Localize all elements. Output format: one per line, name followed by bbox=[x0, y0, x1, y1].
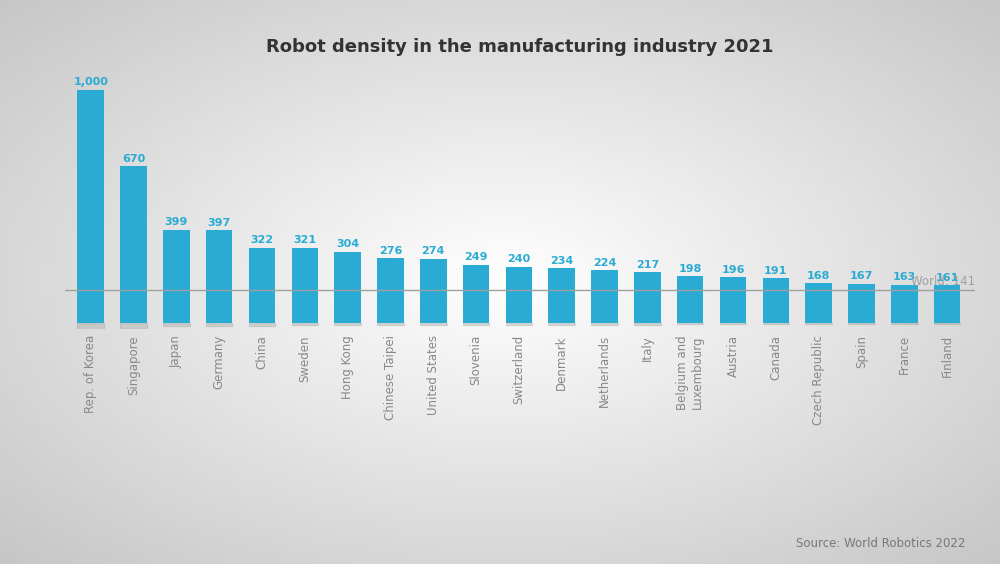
Bar bbox=[763, 323, 789, 324]
Bar bbox=[77, 323, 104, 332]
Text: 234: 234 bbox=[550, 255, 573, 266]
Bar bbox=[634, 272, 661, 323]
Text: 304: 304 bbox=[336, 239, 359, 249]
Bar bbox=[848, 284, 875, 323]
Text: 274: 274 bbox=[422, 246, 445, 257]
Bar bbox=[463, 323, 489, 325]
Bar bbox=[548, 268, 575, 323]
Text: World: 141: World: 141 bbox=[911, 275, 975, 288]
Bar bbox=[77, 90, 104, 323]
Text: 163: 163 bbox=[893, 272, 916, 282]
Text: 168: 168 bbox=[807, 271, 830, 281]
Bar bbox=[591, 323, 618, 325]
Text: 240: 240 bbox=[507, 254, 531, 265]
Bar bbox=[377, 258, 404, 323]
Text: 276: 276 bbox=[379, 246, 402, 256]
Text: 322: 322 bbox=[250, 235, 274, 245]
Text: 191: 191 bbox=[764, 266, 788, 276]
Bar bbox=[120, 323, 147, 329]
Bar bbox=[720, 277, 746, 323]
Bar bbox=[805, 323, 832, 324]
Bar bbox=[634, 323, 661, 324]
Bar bbox=[848, 323, 875, 324]
Bar bbox=[420, 323, 447, 325]
Text: 399: 399 bbox=[165, 217, 188, 227]
Text: 161: 161 bbox=[935, 272, 959, 283]
Bar bbox=[334, 252, 361, 323]
Text: 249: 249 bbox=[464, 252, 488, 262]
Bar bbox=[934, 323, 960, 324]
Text: 196: 196 bbox=[721, 265, 745, 275]
Bar bbox=[763, 278, 789, 323]
Text: 670: 670 bbox=[122, 154, 145, 164]
Text: 217: 217 bbox=[636, 259, 659, 270]
Text: 198: 198 bbox=[679, 264, 702, 274]
Bar bbox=[506, 323, 532, 325]
Text: 397: 397 bbox=[208, 218, 231, 228]
Bar bbox=[805, 283, 832, 323]
Bar bbox=[206, 230, 232, 323]
Bar bbox=[420, 259, 447, 323]
Bar bbox=[249, 248, 275, 323]
Bar bbox=[249, 323, 275, 325]
Title: Robot density in the manufacturing industry 2021: Robot density in the manufacturing indus… bbox=[266, 38, 774, 56]
Bar bbox=[163, 230, 190, 323]
Text: 1,000: 1,000 bbox=[73, 77, 108, 87]
Bar bbox=[463, 265, 489, 323]
Text: 321: 321 bbox=[293, 235, 316, 245]
Bar bbox=[292, 248, 318, 323]
Bar bbox=[163, 323, 190, 326]
Bar bbox=[548, 323, 575, 325]
Bar bbox=[120, 166, 147, 323]
Text: 224: 224 bbox=[593, 258, 616, 268]
Bar bbox=[891, 285, 918, 323]
Bar bbox=[591, 270, 618, 323]
Bar bbox=[506, 267, 532, 323]
Bar bbox=[677, 276, 703, 323]
Bar bbox=[377, 323, 404, 325]
Text: Source: World Robotics 2022: Source: World Robotics 2022 bbox=[796, 537, 965, 550]
Bar bbox=[677, 323, 703, 324]
Bar bbox=[891, 323, 918, 324]
Bar bbox=[720, 323, 746, 324]
Bar bbox=[334, 323, 361, 325]
Bar bbox=[292, 323, 318, 325]
Bar bbox=[934, 285, 960, 323]
Bar bbox=[206, 323, 232, 326]
Text: 167: 167 bbox=[850, 271, 873, 281]
